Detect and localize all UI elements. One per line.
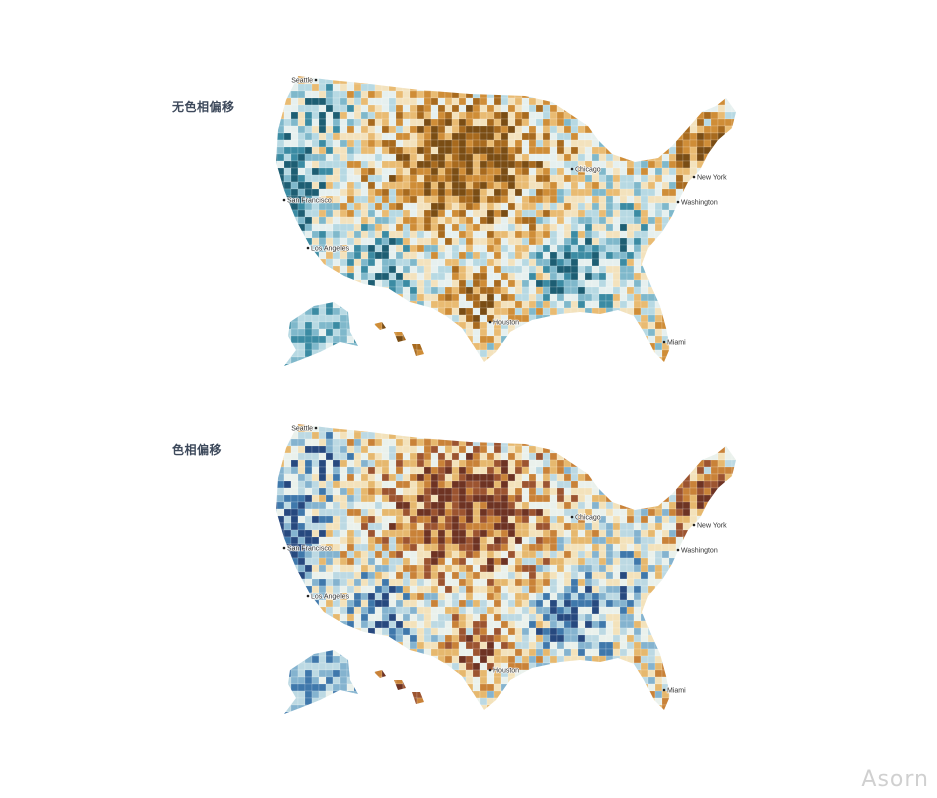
city-marker (570, 515, 574, 519)
city-label: Houston (493, 668, 519, 675)
city-marker (282, 198, 286, 202)
city-marker (662, 340, 666, 344)
watermark: Asorn (861, 767, 929, 792)
city-marker (676, 200, 680, 204)
city-label: San Francisco (287, 198, 332, 205)
city-marker (692, 175, 696, 179)
city-label: Houston (493, 320, 519, 327)
city-label: Washington (681, 548, 718, 555)
city-label: Los Angeles (311, 246, 350, 253)
city-marker (676, 548, 680, 552)
city-label: San Francisco (287, 546, 332, 553)
city-marker (314, 78, 318, 82)
city-label: Washington (681, 200, 718, 207)
city-label: Chicago (575, 515, 601, 522)
city-label: Chicago (575, 167, 601, 174)
city-label: New York (697, 523, 727, 530)
city-marker (488, 668, 492, 672)
city-label: New York (697, 175, 727, 182)
city-label: Miami (667, 340, 686, 347)
panel-label-no-hue-shift: 无色相偏移 (172, 100, 235, 114)
city-marker (314, 426, 318, 430)
city-marker (306, 594, 310, 598)
city-marker (570, 167, 574, 171)
city-label: Seattle (291, 78, 313, 85)
city-marker (692, 523, 696, 527)
choropleth-map-hue-shift: Seattle San Francisco Los Angeles Chicago Ne… (276, 424, 736, 714)
city-label: Los Angeles (311, 594, 350, 601)
city-marker (282, 546, 286, 550)
city-label: Seattle (291, 426, 313, 433)
city-marker (662, 688, 666, 692)
city-marker (306, 246, 310, 250)
panel-label-hue-shift: 色相偏移 (172, 443, 223, 457)
city-marker (488, 320, 492, 324)
choropleth-map-no-hue-shift: Seattle San Francisco Los Angeles Chicago Ne… (276, 76, 736, 366)
city-label: Miami (667, 688, 686, 695)
